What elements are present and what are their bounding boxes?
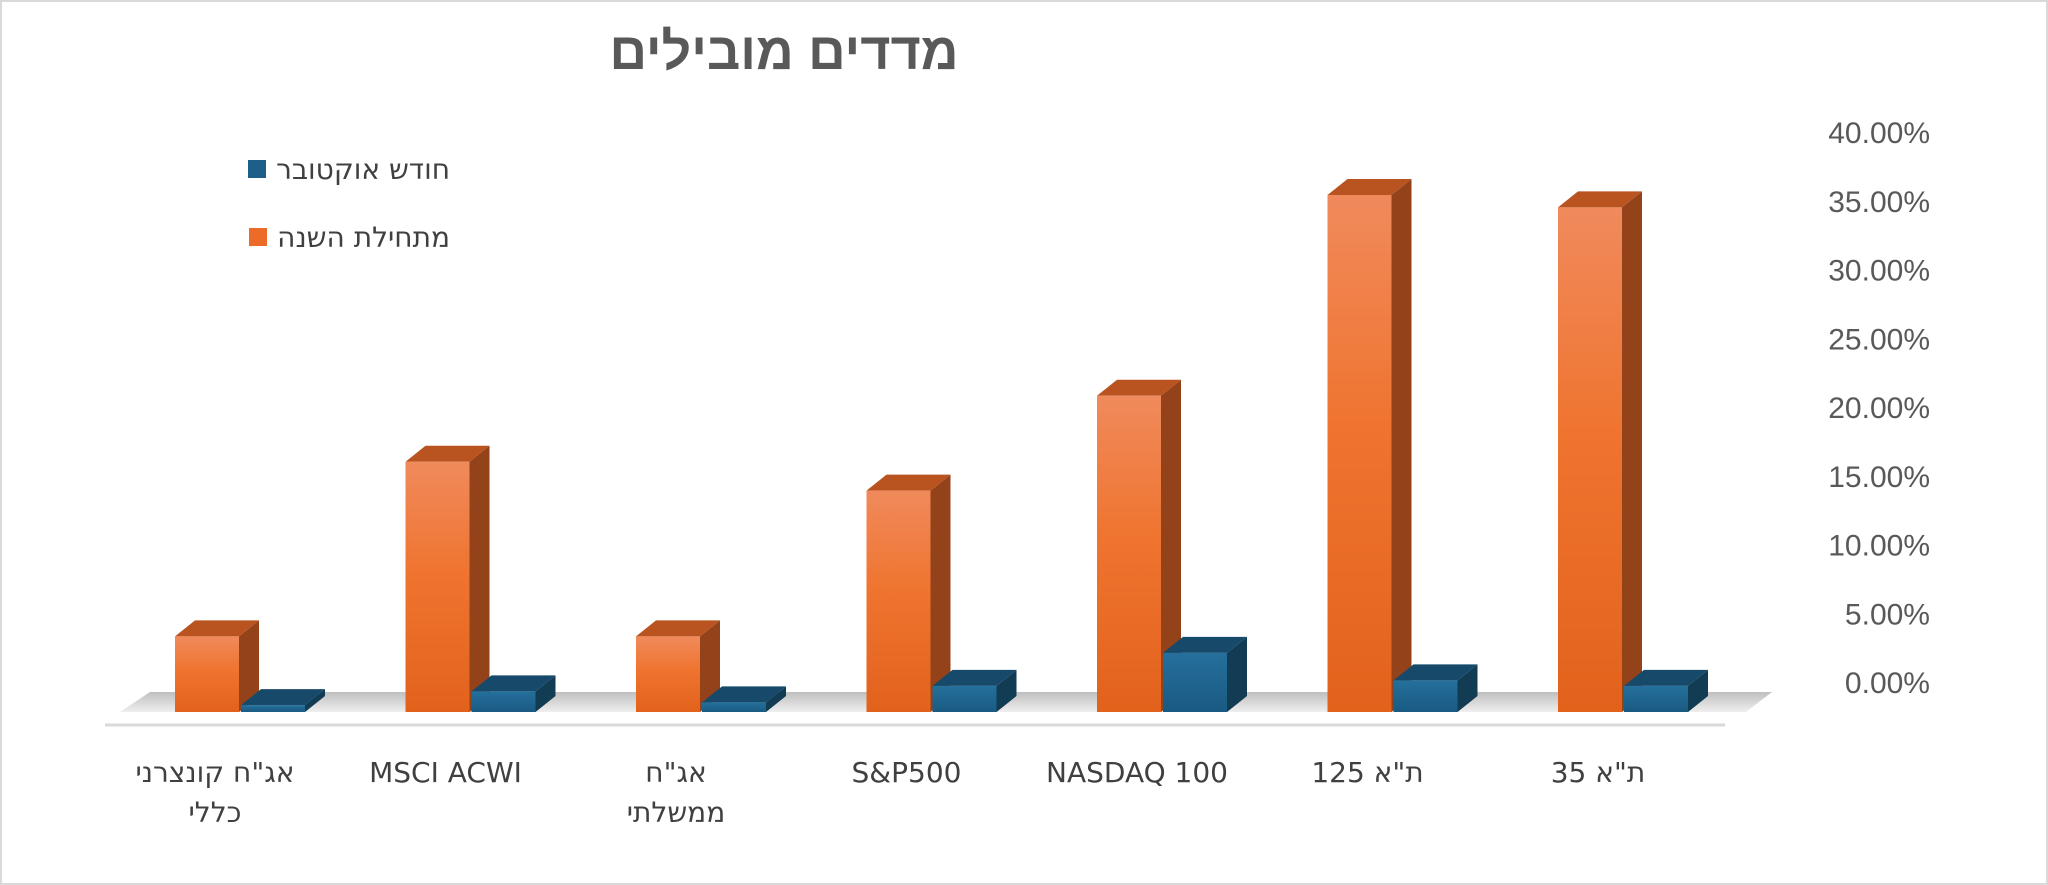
bar-front-face: [471, 691, 536, 712]
bar-october-6: [1624, 669, 1708, 712]
legend-label-ytd: מתחילת השנה: [277, 220, 450, 254]
bar-side-face: [1161, 379, 1181, 712]
bar-ytd-0: [175, 620, 259, 712]
bar-side-face: [996, 669, 1017, 712]
bar-side-face: [535, 675, 556, 712]
bar-side-face: [1688, 669, 1708, 712]
bar-top-face: [1558, 191, 1642, 208]
bar-front-face: [1558, 207, 1622, 712]
bar-october-2: [702, 686, 786, 712]
bar-top-face: [1327, 179, 1412, 195]
x-tick-label: ת"א 35: [1551, 756, 1646, 789]
bar-front-face: [866, 490, 931, 712]
bar-front-face: [1327, 195, 1392, 712]
y-tick-label: 35.00%: [1828, 186, 1930, 219]
bar-front-face: [1393, 680, 1458, 712]
x-tick-label: NASDAQ 100: [1046, 756, 1228, 789]
x-tick-label: S&P500: [852, 756, 962, 789]
x-tick-label: אג"ח קונצרני: [136, 756, 295, 789]
x-tick-label: כללי: [189, 796, 242, 829]
bar-ytd-5: [1327, 179, 1412, 712]
bar-front-face: [1097, 395, 1161, 712]
bar-side-face: [305, 689, 325, 712]
bar-side-face: [930, 474, 951, 712]
bar-ytd-3: [866, 474, 951, 712]
bar-top-face: [1624, 669, 1708, 686]
bar-october-1: [471, 675, 556, 712]
legend-swatch-ytd: [249, 228, 268, 246]
bar-front-face: [702, 702, 766, 712]
bar-side-face: [1391, 179, 1412, 712]
y-tick-label: 40.00%: [1828, 117, 1930, 150]
chart-title: מדדים מובילים: [609, 23, 959, 81]
y-tick-label: 20.00%: [1828, 392, 1930, 425]
bar-top-face: [175, 620, 259, 637]
bar-top-face: [1393, 664, 1478, 681]
bar-front-face: [932, 685, 997, 712]
bar-october-4: [1163, 636, 1247, 712]
bar-front-face: [175, 636, 239, 712]
legend-item-october: חודש אוקטובר: [150, 152, 450, 186]
bar-top-face: [1163, 636, 1247, 653]
bar-top-face: [636, 620, 720, 637]
x-tick-label: ת"א 125: [1311, 756, 1423, 789]
bar-front-face: [636, 636, 700, 712]
bar-top-face: [405, 445, 490, 462]
bar-front-face: [405, 461, 470, 712]
bar-side-face: [700, 620, 720, 712]
x-tick-label: אג"ח: [645, 756, 706, 789]
y-tick-label: 15.00%: [1828, 461, 1930, 494]
y-tick-label: 30.00%: [1828, 255, 1930, 288]
bar-side-face: [1622, 191, 1642, 712]
y-tick-label: 25.00%: [1828, 323, 1930, 356]
bar-side-face: [1227, 636, 1247, 712]
y-tick-label: 10.00%: [1828, 530, 1930, 563]
bar-october-5: [1393, 664, 1478, 712]
bar-side-face: [469, 445, 490, 712]
bar-side-face: [1457, 664, 1478, 712]
bar-top-face: [471, 675, 556, 692]
bar-top-face: [241, 689, 325, 706]
bar-ytd-1: [405, 445, 490, 712]
legend-swatch-october: [248, 160, 267, 178]
y-tick-label: 5.00%: [1845, 598, 1930, 631]
legend-item-ytd: מתחילת השנה: [150, 220, 450, 254]
y-tick-label: 0.00%: [1845, 667, 1930, 700]
bar-top-face: [866, 474, 951, 491]
bar-front-face: [241, 705, 305, 712]
bar-ytd-4: [1097, 379, 1181, 712]
legend-label-october: חודש אוקטובר: [276, 152, 450, 186]
bar-october-0: [241, 689, 325, 712]
bar-top-face: [932, 669, 1017, 686]
bar-front-face: [1624, 685, 1688, 712]
bar-side-face: [766, 686, 786, 712]
legend: חודש אוקטובר מתחילת השנה: [150, 152, 450, 288]
bar-side-face: [239, 620, 259, 712]
bar-front-face: [1163, 652, 1227, 712]
bar-ytd-6: [1558, 191, 1642, 712]
bar-top-face: [702, 686, 786, 703]
x-tick-label: MSCI ACWI: [369, 756, 522, 789]
bar-october-3: [932, 669, 1017, 712]
x-tick-label: ממשלתי: [627, 796, 725, 829]
bar-ytd-2: [636, 620, 720, 712]
bar-top-face: [1097, 379, 1181, 396]
